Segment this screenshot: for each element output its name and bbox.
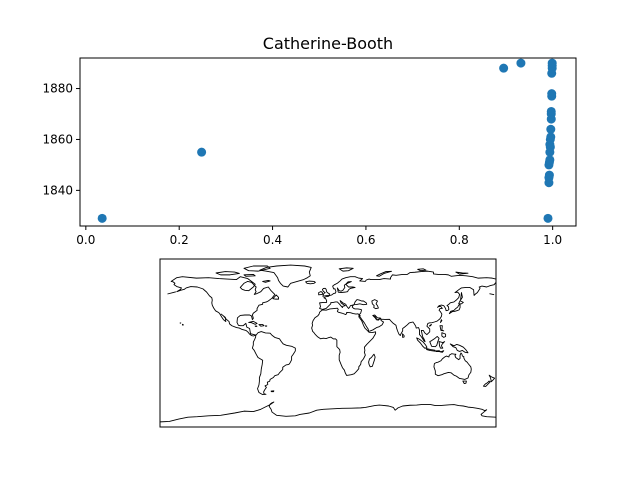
- coastline-persian-gulf: [373, 315, 380, 320]
- map-viewport: [160, 265, 496, 427]
- coastline-greenland: [260, 265, 311, 287]
- coastline-newfoundland: [273, 295, 279, 299]
- x-tick-label: 0.0: [76, 233, 95, 247]
- coastline-japan: [449, 301, 463, 314]
- scatter-plot: Catherine-Booth 0.0 0.2 0.4 0.6 0.8 1.0 18401…: [42, 34, 577, 247]
- coastline-sri-lanka: [402, 334, 404, 338]
- coastline-hawaii: [180, 323, 183, 325]
- plot-frame: [79, 57, 577, 227]
- x-tick-label: 0.2: [170, 233, 189, 247]
- coastline-aleutians: [167, 292, 494, 295]
- coastline-tasmania: [463, 381, 467, 384]
- scatter-point: [546, 132, 556, 142]
- x-tick-label: 1.0: [543, 233, 562, 247]
- coastline-north-america: [171, 277, 275, 336]
- coastline-east-asia-islands: [429, 293, 462, 326]
- x-tick-label: 0.8: [450, 233, 469, 247]
- y-tick-label: 1840: [42, 183, 73, 197]
- coastline-baltic: [337, 282, 355, 293]
- x-tick-label: 0.6: [356, 233, 375, 247]
- scatter-point: [545, 155, 555, 165]
- coastline-new-zealand: [483, 375, 494, 386]
- y-tick-label: 1880: [42, 82, 73, 96]
- coastline-arctic-islands: [216, 266, 270, 282]
- coastline-australia: [434, 353, 471, 379]
- scatter-point: [546, 124, 556, 134]
- chart-title: Catherine-Booth: [263, 34, 393, 53]
- coastline-svalbard: [339, 268, 468, 276]
- y-tick-label: 1860: [42, 132, 73, 146]
- coastline-great-britain: [319, 288, 330, 296]
- scatter-points: [97, 58, 557, 223]
- coastline-eurasia: [320, 271, 496, 341]
- coastline-philippines: [440, 326, 446, 338]
- scatter-point: [547, 89, 557, 99]
- scatter-point: [543, 213, 553, 223]
- scatter-point: [97, 213, 107, 223]
- coastline-indonesia: [417, 336, 445, 352]
- map-frame: [159, 258, 497, 428]
- map-background: [160, 259, 496, 427]
- scatter-point: [499, 63, 509, 73]
- scatter-point: [546, 106, 556, 116]
- scatter-point: [516, 58, 526, 68]
- y-axis: 1840 1860 1880: [42, 82, 80, 197]
- coastline-iceland: [306, 281, 316, 284]
- coastline-antarctica: [160, 402, 496, 427]
- scatter-point: [544, 170, 554, 180]
- x-axis: 0.0 0.2 0.4 0.6 0.8 1.0: [76, 226, 562, 247]
- world-map: [159, 258, 497, 428]
- coastline-falklands: [271, 391, 274, 392]
- coastline-south-america: [252, 332, 295, 395]
- scatter-point: [197, 147, 207, 157]
- coastline-caspian: [372, 300, 379, 309]
- coastline-caribbean: [249, 321, 267, 326]
- coastline-africa: [312, 308, 376, 375]
- coastline-madagascar: [369, 354, 376, 367]
- x-tick-label: 0.4: [263, 233, 282, 247]
- coastline-black-sea: [354, 300, 367, 305]
- scatter-point: [547, 58, 557, 68]
- coastline-new-guinea: [450, 344, 468, 353]
